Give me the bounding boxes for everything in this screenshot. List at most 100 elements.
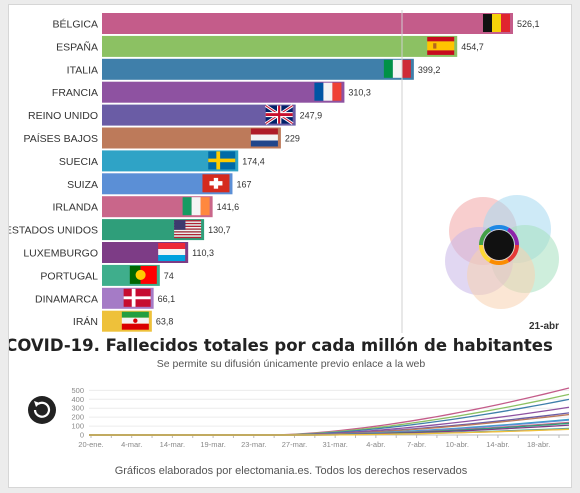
spain-flag bbox=[427, 36, 455, 55]
bar-label: ITALIA bbox=[67, 64, 98, 76]
y-tick-label: 300 bbox=[71, 404, 84, 413]
bar-group: ESPAÑA 454,7 bbox=[56, 35, 484, 57]
logo-ring bbox=[479, 227, 492, 246]
x-tick-label: 20-ene. bbox=[78, 440, 103, 449]
x-tick-label: 4-mar. bbox=[121, 440, 142, 449]
denmark-flag bbox=[123, 288, 151, 307]
bar-label: DINAMARCA bbox=[35, 293, 98, 305]
bar bbox=[102, 173, 233, 195]
y-tick-label: 500 bbox=[71, 386, 84, 395]
bar-group: SUECIA 174,4 bbox=[59, 150, 265, 172]
uk-flag bbox=[264, 104, 294, 125]
bar-value: 167 bbox=[236, 179, 251, 189]
x-tick-label: 18-abr. bbox=[527, 440, 550, 449]
bar-group: ITALIA 399,2 bbox=[67, 58, 441, 80]
bar-value: 130,7 bbox=[208, 225, 231, 235]
bar bbox=[102, 150, 239, 172]
bar-label: LUXEMBURGO bbox=[23, 248, 98, 260]
bar-value: 63,8 bbox=[156, 317, 174, 327]
y-tick-label: 200 bbox=[71, 413, 84, 422]
bar-group: LUXEMBURGO 110,3 bbox=[23, 242, 214, 263]
x-tick-label: 7-abr. bbox=[407, 440, 426, 449]
credits-text: Gráficos elaborados por electomania.es. … bbox=[115, 465, 468, 477]
y-tick-label: 400 bbox=[71, 395, 84, 404]
bars-layer: BÉLGICA 526,1 ESPAÑA 454,7 ITALIA 399,2 FRANCI… bbox=[9, 13, 540, 332]
luxembourg-flag bbox=[158, 243, 186, 261]
ireland-flag bbox=[182, 197, 210, 216]
x-tick-label: 19-mar. bbox=[200, 440, 225, 449]
logo-ring bbox=[489, 258, 509, 265]
bar bbox=[102, 13, 513, 34]
bar bbox=[102, 81, 345, 103]
y-tick-label: 100 bbox=[71, 422, 84, 431]
bar-value: 229 bbox=[285, 134, 300, 144]
timeline-series bbox=[89, 428, 570, 436]
switzerland-flag bbox=[202, 174, 230, 193]
bar-value: 74 bbox=[164, 271, 174, 281]
logo-ring bbox=[506, 244, 519, 263]
logo-core bbox=[484, 230, 514, 260]
bar-group: IRLANDA 141,6 bbox=[52, 196, 240, 218]
iran-flag bbox=[121, 311, 149, 330]
bar-group: BÉLGICA 526,1 bbox=[52, 13, 540, 34]
netherlands-flag bbox=[250, 128, 278, 147]
bar-group: PORTUGAL 74 bbox=[40, 264, 174, 286]
sweden-flag bbox=[208, 151, 236, 170]
italy-flag bbox=[383, 59, 411, 78]
bar-label: SUECIA bbox=[59, 156, 98, 168]
bar-value: 454,7 bbox=[461, 42, 484, 52]
bar-group: SUIZA 167 bbox=[67, 173, 251, 195]
x-tick-label: 27-mar. bbox=[282, 440, 307, 449]
bar-value: 247,9 bbox=[300, 111, 323, 121]
bar-chart-race: BÉLGICA 526,1 ESPAÑA 454,7 ITALIA 399,2 FRANCI… bbox=[9, 10, 570, 477]
date-label: 21-abr bbox=[529, 321, 559, 332]
x-tick-label: 4-abr. bbox=[366, 440, 385, 449]
y-tick-label: 0 bbox=[80, 431, 84, 440]
bar-group: DINAMARCA 66,1 bbox=[35, 287, 176, 309]
bar-value: 174,4 bbox=[242, 156, 265, 166]
bar-value: 110,3 bbox=[192, 248, 214, 258]
electomania-logo bbox=[445, 195, 559, 309]
x-tick-label: 31-mar. bbox=[322, 440, 347, 449]
bar bbox=[102, 127, 281, 149]
bar-value: 141,6 bbox=[217, 202, 240, 212]
belgium-flag bbox=[483, 14, 510, 32]
bar-group: PAÍSES BAJOS 229 bbox=[24, 127, 300, 149]
logo-ring bbox=[506, 227, 519, 246]
bar bbox=[102, 35, 458, 57]
logo-ring bbox=[479, 244, 492, 263]
france-flag bbox=[314, 82, 342, 101]
replay-button[interactable] bbox=[28, 396, 56, 424]
bar-label: IRÁN bbox=[73, 315, 98, 328]
bar-value: 399,2 bbox=[418, 65, 441, 75]
bar-value: 66,1 bbox=[158, 294, 176, 304]
bar bbox=[102, 58, 414, 80]
chart-title: COVID-19. Fallecidos totales por cada mi… bbox=[9, 336, 553, 355]
x-tick-label: 14-mar. bbox=[160, 440, 185, 449]
bar-label: BÉLGICA bbox=[52, 18, 98, 31]
x-tick-label: 14-abr. bbox=[486, 440, 509, 449]
bar-label: ESTADOS UNIDOS bbox=[9, 225, 98, 237]
bar-group: FRANCIA 310,3 bbox=[52, 81, 371, 103]
bar-value: 310,3 bbox=[348, 88, 371, 98]
usa-flag bbox=[174, 220, 202, 239]
portugal-flag bbox=[129, 265, 157, 284]
bar-group: ESTADOS UNIDOS 130,7 bbox=[9, 219, 231, 241]
bar-label: REINO UNIDO bbox=[28, 110, 98, 122]
x-tick-label: 23-mar. bbox=[241, 440, 266, 449]
bar-group: IRÁN 63,8 bbox=[73, 310, 174, 332]
chart-frame: BÉLGICA 526,1 ESPAÑA 454,7 ITALIA 399,2 FRANCI… bbox=[8, 4, 572, 488]
bar-value: 526,1 bbox=[517, 19, 540, 29]
bar-label: PORTUGAL bbox=[40, 270, 98, 282]
bar-label: SUIZA bbox=[67, 179, 98, 191]
bar-label: ESPAÑA bbox=[56, 40, 98, 53]
bar-label: PAÍSES BAJOS bbox=[24, 132, 99, 145]
bar-group: REINO UNIDO 247,9 bbox=[28, 104, 323, 126]
logo-ring bbox=[489, 225, 509, 232]
bar bbox=[102, 104, 296, 126]
chart-subtitle: Se permite su difusión únicamente previo… bbox=[157, 358, 426, 370]
bar-label: FRANCIA bbox=[52, 87, 98, 99]
x-tick-label: 10-abr. bbox=[446, 440, 469, 449]
bar-label: IRLANDA bbox=[52, 202, 98, 214]
